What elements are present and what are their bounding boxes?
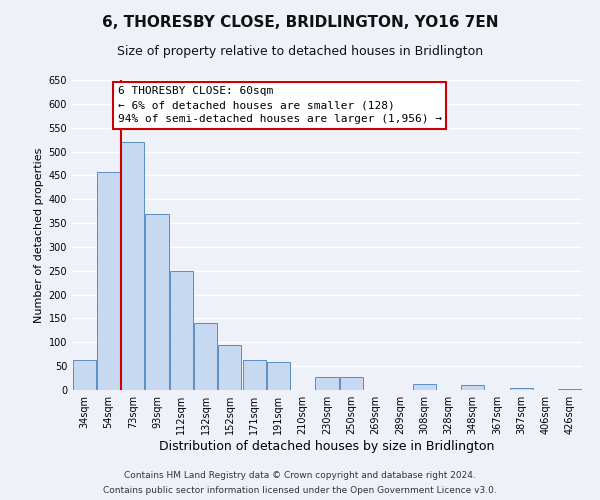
Bar bbox=[121, 142, 144, 390]
Text: Size of property relative to detached houses in Bridlington: Size of property relative to detached ho… bbox=[117, 45, 483, 58]
Y-axis label: Number of detached properties: Number of detached properties bbox=[34, 148, 44, 322]
Bar bbox=[340, 376, 363, 390]
Bar bbox=[145, 214, 169, 390]
Bar bbox=[413, 384, 436, 390]
Bar bbox=[218, 344, 241, 390]
Bar bbox=[170, 271, 193, 390]
Text: Contains public sector information licensed under the Open Government Licence v3: Contains public sector information licen… bbox=[103, 486, 497, 495]
Text: 6 THORESBY CLOSE: 60sqm
← 6% of detached houses are smaller (128)
94% of semi-de: 6 THORESBY CLOSE: 60sqm ← 6% of detached… bbox=[118, 86, 442, 124]
Bar bbox=[559, 388, 581, 390]
Bar bbox=[97, 172, 120, 390]
Text: 6, THORESBY CLOSE, BRIDLINGTON, YO16 7EN: 6, THORESBY CLOSE, BRIDLINGTON, YO16 7EN bbox=[102, 15, 498, 30]
Bar bbox=[316, 376, 338, 390]
Bar bbox=[510, 388, 533, 390]
Bar bbox=[267, 362, 290, 390]
X-axis label: Distribution of detached houses by size in Bridlington: Distribution of detached houses by size … bbox=[160, 440, 494, 453]
Bar bbox=[242, 360, 266, 390]
Text: Contains HM Land Registry data © Crown copyright and database right 2024.: Contains HM Land Registry data © Crown c… bbox=[124, 471, 476, 480]
Bar bbox=[461, 385, 484, 390]
Bar bbox=[73, 360, 95, 390]
Bar bbox=[194, 323, 217, 390]
